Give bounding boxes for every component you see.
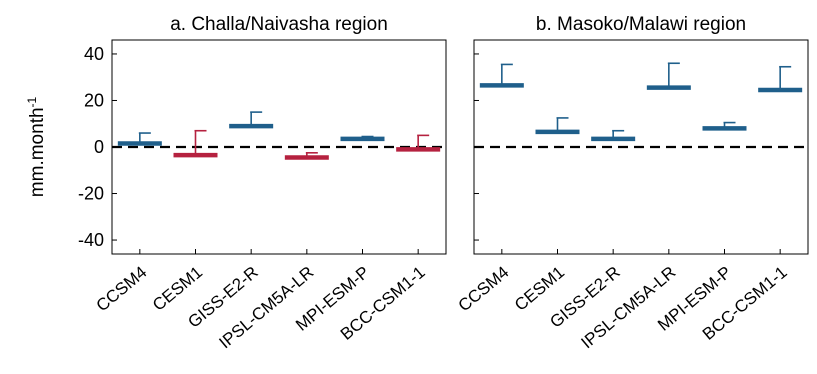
y-tick-label: 0 [94, 137, 104, 157]
x-tick-label: IPSL-CM5A-LR [215, 263, 317, 353]
x-tick-label: IPSL-CM5A-LR [577, 263, 679, 353]
y-tick-label: 20 [84, 90, 104, 110]
panel-b: b. Masoko/Malawi regionCCSM4CESM1GISS-E2… [455, 14, 809, 353]
x-tick-label: CCSM4 [455, 263, 513, 316]
x-tick-label: CCSM4 [93, 263, 151, 316]
y-axis-label-exponent: -1 [25, 96, 39, 107]
y-axis-label-unit: mm.month [27, 107, 48, 197]
panel-title: b. Masoko/Malawi region [536, 14, 746, 35]
y-axis-label: mm.month-1 [25, 96, 48, 197]
y-tick-label: -20 [78, 184, 104, 204]
y-tick-label: -40 [78, 230, 104, 250]
panel-title: a. Challa/Naivasha region [170, 14, 388, 35]
panel-a: a. Challa/Naivasha region -40 -20 0 20 40 CCSM… [78, 14, 447, 353]
y-tick-label: 40 [84, 44, 104, 64]
